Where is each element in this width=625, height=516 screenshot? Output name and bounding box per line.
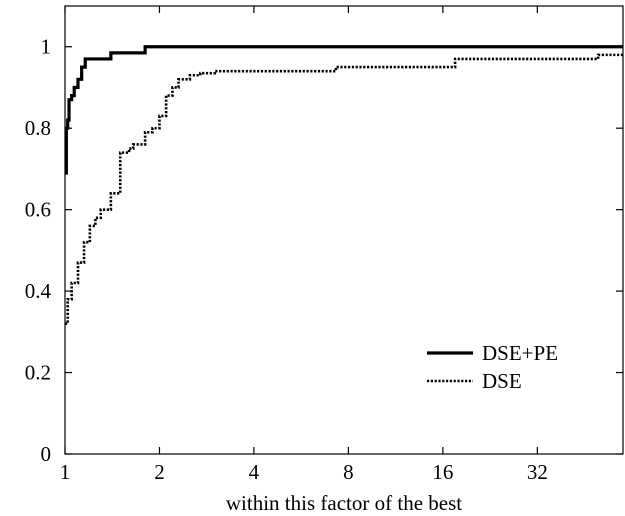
legend-label: DSE+PE [482,341,558,365]
x-tick-label: 2 [154,460,165,484]
x-tick-label: 1 [60,460,71,484]
series-line-dse [65,53,623,325]
plot-area [64,45,623,325]
y-tick-label: 0.8 [25,116,51,140]
y-tick-label: 0.4 [25,279,52,303]
x-tick-label: 16 [432,460,453,484]
x-tick-label: 8 [343,460,354,484]
y-tick-label: 0 [41,442,52,466]
y-tick-label: 1 [41,35,52,59]
x-tick-label: 4 [249,460,260,484]
axes: 0 0.2 0.4 0.6 0.8 1 1 2 4 8 16 32 [25,5,624,484]
plot-frame [64,5,624,455]
x-axis-title: within this factor of the best [226,491,462,515]
legend: DSE+PE DSE [427,341,558,393]
x-tick-label: 32 [527,460,548,484]
y-tick-label: 0.2 [25,361,51,385]
y-tick-label: 0.6 [25,198,51,222]
series-line-dse-pe [64,45,623,175]
legend-label: DSE [482,369,522,393]
